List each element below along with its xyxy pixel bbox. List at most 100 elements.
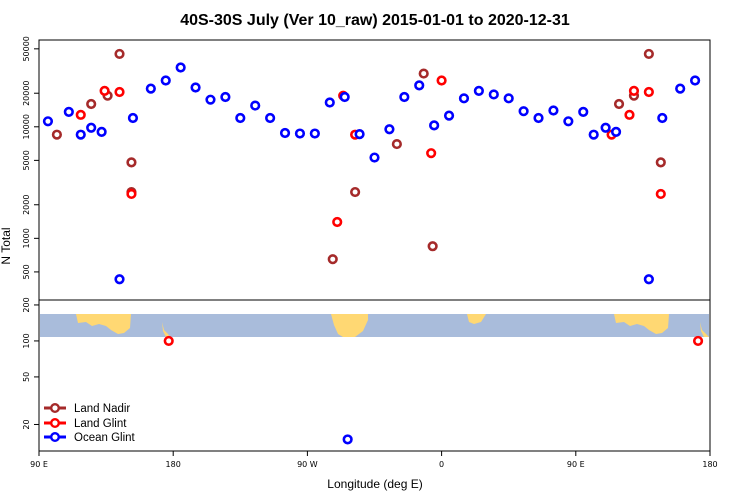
y-tick-label: 200 <box>22 297 31 312</box>
point-ocean-glint <box>114 274 125 285</box>
chart-title: 40S-30S July (Ver 10_raw) 2015-01-01 to … <box>180 12 570 29</box>
point-ocean-glint <box>443 110 455 121</box>
x-tick-label: 0 <box>439 460 444 469</box>
y-tick-label: 100 <box>22 333 31 348</box>
point-land-glint <box>126 188 137 200</box>
point-ocean-glint <box>279 127 291 139</box>
data-points <box>42 48 704 445</box>
point-ocean-glint <box>190 82 201 93</box>
point-land-glint <box>643 86 654 98</box>
point-land-nadir <box>643 48 654 60</box>
point-ocean-glint <box>689 75 701 86</box>
point-ocean-glint <box>458 93 470 104</box>
point-land-nadir <box>418 68 429 79</box>
y-tick-label: 5000 <box>22 150 31 170</box>
point-ocean-glint <box>75 129 86 140</box>
point-land-glint <box>75 109 86 120</box>
point-ocean-glint <box>96 126 107 137</box>
legend-label-ocean-glint: Ocean Glint <box>74 432 136 444</box>
bottom-panel-frame <box>38 299 711 452</box>
point-ocean-glint <box>175 62 186 73</box>
legend-marker-land-nadir <box>50 403 61 414</box>
point-ocean-glint <box>309 128 320 139</box>
map-strip <box>40 314 709 337</box>
y-tick-label: 50000 <box>22 36 31 61</box>
point-ocean-glint <box>42 116 54 127</box>
ocean-strip <box>40 314 709 337</box>
point-land-nadir <box>391 138 402 150</box>
new-zealand-land <box>162 322 170 337</box>
point-ocean-glint <box>235 112 246 124</box>
y-axis-label: N Total <box>0 227 13 264</box>
point-ocean-glint <box>384 124 395 135</box>
point-ocean-glint <box>473 85 484 96</box>
point-land-glint <box>436 75 447 86</box>
point-ocean-glint <box>265 112 276 124</box>
bottom-y-axis: 20 50 100 200 <box>22 297 39 430</box>
y-tick-label: 50 <box>22 372 31 382</box>
point-ocean-glint <box>643 274 654 285</box>
point-land-glint <box>655 188 666 200</box>
point-land-nadir <box>126 157 137 168</box>
point-ocean-glint <box>429 120 440 131</box>
legend-marker-land-glint <box>50 418 61 429</box>
point-land-nadir <box>327 254 338 265</box>
point-ocean-glint <box>324 97 335 108</box>
point-land-nadir <box>427 241 438 252</box>
australia-land <box>76 314 131 334</box>
point-ocean-glint <box>63 106 74 118</box>
point-land-nadir <box>350 186 361 198</box>
y-tick-label: 20 <box>22 419 31 429</box>
point-land-glint <box>114 86 125 98</box>
point-ocean-glint <box>657 112 668 124</box>
point-land-glint <box>624 109 635 120</box>
point-ocean-glint <box>533 112 544 124</box>
x-tick-label: 90 E <box>30 460 48 469</box>
x-tick-label: 90 W <box>297 460 318 469</box>
top-panel-frame <box>38 39 711 301</box>
point-ocean-glint <box>342 434 353 445</box>
south-africa-land <box>467 314 486 324</box>
y-tick-label: 10000 <box>22 114 31 139</box>
legend: Land Nadir Land Glint Ocean Glint <box>44 403 136 444</box>
point-ocean-glint <box>518 106 529 117</box>
new-zealand-land-repeat <box>700 322 709 337</box>
point-ocean-glint <box>588 129 599 140</box>
point-ocean-glint <box>548 105 559 116</box>
legend-marker-ocean-glint <box>50 432 61 443</box>
point-land-nadir <box>51 129 62 140</box>
x-tick-label: 180 <box>702 460 717 469</box>
top-y-axis: 500 1000 2000 5000 10000 20000 50000 <box>22 36 39 280</box>
y-tick-label: 1000 <box>22 228 31 248</box>
point-ocean-glint <box>354 129 365 140</box>
point-ocean-glint <box>503 93 514 104</box>
y-tick-label: 20000 <box>22 80 31 105</box>
y-tick-label: 500 <box>22 264 31 279</box>
x-tick-label: 90 E <box>567 460 585 469</box>
point-ocean-glint <box>205 94 216 105</box>
point-land-glint <box>332 216 343 228</box>
point-land-nadir <box>86 98 97 110</box>
point-ocean-glint <box>127 112 139 124</box>
x-axis-label: Longitude (deg E) <box>327 477 422 491</box>
point-ocean-glint <box>86 122 97 133</box>
point-land-nadir <box>655 157 666 168</box>
point-land-nadir <box>114 48 125 60</box>
south-america-land <box>331 314 368 337</box>
legend-label-land-nadir: Land Nadir <box>74 403 130 415</box>
point-land-nadir <box>613 98 625 110</box>
legend-label-land-glint: Land Glint <box>74 418 127 430</box>
point-ocean-glint <box>250 100 261 111</box>
point-ocean-glint <box>563 116 574 127</box>
point-ocean-glint <box>160 75 171 86</box>
point-land-glint <box>692 335 704 347</box>
point-ocean-glint <box>294 128 306 139</box>
point-land-glint <box>99 85 110 96</box>
point-ocean-glint <box>675 83 686 94</box>
point-land-glint <box>426 148 437 159</box>
point-ocean-glint <box>369 152 380 163</box>
point-ocean-glint <box>578 106 589 118</box>
point-land-glint <box>628 85 640 96</box>
point-ocean-glint <box>414 80 425 91</box>
